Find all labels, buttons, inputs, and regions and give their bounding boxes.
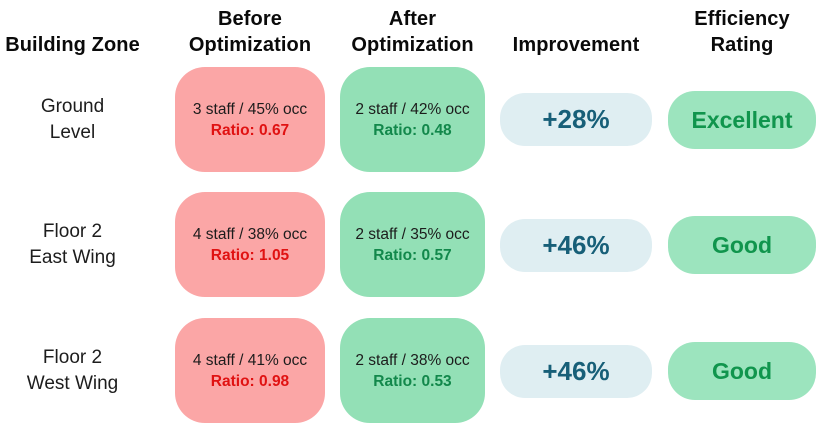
row2-after-stats: 2 staff / 35% occ — [355, 225, 470, 243]
row2-improvement-badge: +46% — [500, 219, 652, 272]
row1-before-ratio: Ratio: 0.67 — [210, 121, 290, 139]
row2-improvement-value: +46% — [542, 230, 610, 260]
row1-after-stats: 2 staff / 42% occ — [355, 100, 470, 118]
header-after-line1: After — [388, 8, 437, 30]
header-improvement-label: Improvement — [512, 34, 640, 56]
row2-zone-line2: East Wing — [29, 246, 116, 268]
row3-zone-label: Floor 2 West Wing — [0, 318, 145, 423]
row1-rating-value: Excellent — [691, 106, 793, 133]
row3-rating-value: Good — [711, 357, 773, 384]
header-efficiency-rating: Efficiency Rating — [668, 2, 816, 58]
header-rating-line1: Efficiency — [694, 8, 790, 30]
row1-zone-label: Ground Level — [0, 67, 145, 172]
row1-zone-line2: Level — [49, 121, 96, 143]
row2-before-stats: 4 staff / 38% occ — [192, 225, 308, 243]
row3-improvement-value: +46% — [542, 356, 610, 386]
row3-before-box: 4 staff / 41% occ Ratio: 0.98 — [175, 318, 325, 423]
row3-zone-line2: West Wing — [26, 372, 119, 394]
row3-after-box: 2 staff / 38% occ Ratio: 0.53 — [340, 318, 485, 423]
row1-improvement-badge: +28% — [500, 93, 652, 146]
header-before-line2: Optimization — [188, 34, 312, 56]
header-before-optimization: Before Optimization — [175, 2, 325, 58]
row1-zone-line1: Ground — [40, 95, 105, 117]
row3-after-ratio: Ratio: 0.53 — [373, 372, 452, 390]
row2-before-ratio: Ratio: 1.05 — [210, 246, 290, 264]
row2-before-box: 4 staff / 38% occ Ratio: 1.05 — [175, 192, 325, 297]
row1-after-ratio: Ratio: 0.48 — [373, 121, 452, 139]
row1-before-box: 3 staff / 45% occ Ratio: 0.67 — [175, 67, 325, 172]
header-building-zone: Building Zone — [0, 2, 145, 58]
row3-before-ratio: Ratio: 0.98 — [210, 372, 290, 390]
header-improvement: Improvement — [500, 2, 652, 58]
row3-zone-line1: Floor 2 — [42, 346, 103, 368]
header-after-optimization: After Optimization — [340, 2, 485, 58]
row2-zone-line1: Floor 2 — [42, 220, 103, 242]
row2-after-ratio: Ratio: 0.57 — [373, 246, 452, 264]
row2-rating-badge: Good — [668, 216, 816, 274]
row3-before-stats: 4 staff / 41% occ — [192, 351, 308, 369]
row1-before-stats: 3 staff / 45% occ — [192, 100, 308, 118]
row3-rating-badge: Good — [668, 342, 816, 400]
row2-rating-value: Good — [711, 231, 773, 258]
row3-improvement-badge: +46% — [500, 345, 652, 398]
row3-after-stats: 2 staff / 38% occ — [355, 351, 470, 369]
row1-rating-badge: Excellent — [668, 91, 816, 149]
row1-improvement-value: +28% — [542, 104, 610, 134]
header-building-zone-label: Building Zone — [5, 34, 140, 56]
header-before-line1: Before — [218, 8, 282, 30]
row2-after-box: 2 staff / 35% occ Ratio: 0.57 — [340, 192, 485, 297]
header-rating-line2: Rating — [710, 34, 774, 56]
row2-zone-label: Floor 2 East Wing — [0, 192, 145, 297]
row1-after-box: 2 staff / 42% occ Ratio: 0.48 — [340, 67, 485, 172]
header-after-line2: Optimization — [351, 34, 474, 56]
